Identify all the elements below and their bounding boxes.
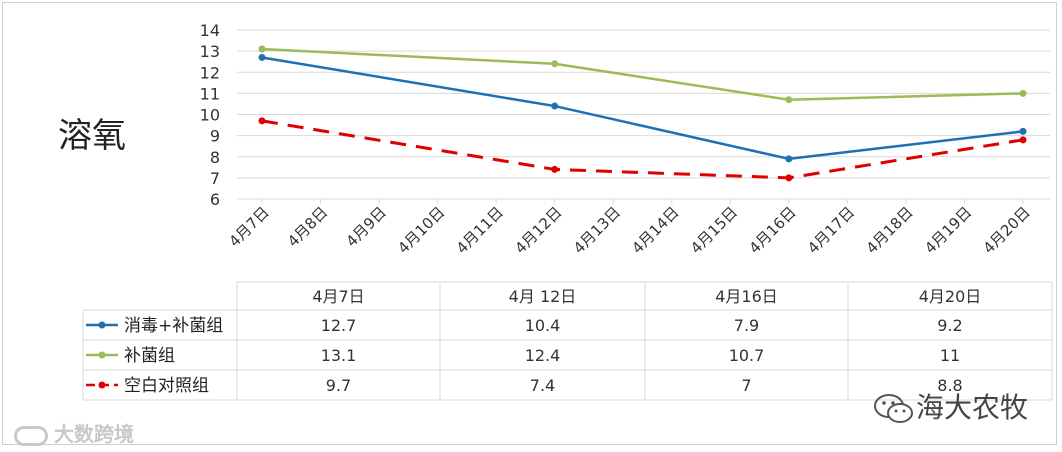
data-point	[785, 96, 793, 104]
x-tick-label: 4月9日	[342, 203, 389, 250]
x-tick-label: 4月7日	[225, 203, 272, 250]
y-tick-label: 13	[200, 42, 220, 61]
data-point	[1019, 89, 1027, 97]
data-point	[1019, 136, 1027, 144]
page-title: 溶氧	[58, 116, 126, 156]
y-tick-label: 6	[210, 190, 220, 209]
y-tick-label: 11	[200, 84, 220, 103]
y-tick-label: 7	[210, 169, 220, 188]
series-line-1	[261, 47, 1024, 101]
y-tick-label: 14	[200, 21, 220, 40]
table-cell: 9.2	[937, 316, 962, 335]
series-line-0	[261, 56, 1024, 161]
legend-key-point	[98, 381, 106, 389]
legend-key-point	[98, 351, 106, 359]
x-tick-label: 4月13日	[570, 203, 624, 257]
y-tick-label: 9	[210, 127, 220, 146]
data-point	[785, 174, 793, 182]
x-tick-label: 4月17日	[804, 203, 858, 257]
x-tick-label: 4月15日	[687, 203, 741, 257]
brand-logo-icon	[14, 425, 48, 446]
data-point	[258, 45, 266, 53]
watermark-left: 大数跨境	[14, 418, 134, 447]
table-cell: 13.1	[321, 346, 357, 365]
legend-label: 消毒+补菌组	[124, 316, 223, 336]
data-point	[785, 155, 793, 163]
table-header: 4月20日	[919, 287, 982, 306]
table-cell: 11	[940, 346, 960, 365]
data-point	[551, 165, 559, 173]
table-cell: 12.7	[321, 316, 357, 335]
x-tick-label: 4月16日	[745, 203, 799, 257]
table-cell: 7	[741, 376, 751, 395]
watermark-right-text: 海大农牧	[916, 391, 1029, 424]
x-tick-label: 4月11日	[453, 203, 507, 257]
y-tick-label: 8	[210, 148, 220, 167]
watermark-right: 海大农牧	[872, 386, 1028, 426]
table-cell: 10.7	[729, 346, 765, 365]
table-header: 4月16日	[715, 287, 778, 306]
data-point	[551, 102, 559, 110]
y-tick-label: 12	[200, 63, 220, 82]
x-tick-label: 4月12日	[511, 203, 565, 257]
data-point	[551, 60, 559, 68]
x-tick-label: 4月8日	[284, 203, 331, 250]
table-cell: 8.8	[937, 376, 962, 395]
series-line-2	[261, 119, 1024, 180]
watermark-left-text: 大数跨境	[54, 422, 134, 446]
table-cell: 12.4	[525, 346, 561, 365]
x-tick-label: 4月19日	[921, 203, 975, 257]
data-point	[258, 53, 266, 61]
data-point	[1019, 127, 1027, 135]
x-tick-label: 4月18日	[863, 203, 917, 257]
wechat-icon	[874, 394, 913, 423]
table-cell: 10.4	[525, 316, 561, 335]
table-cell: 7.9	[734, 316, 759, 335]
legend-key-point	[98, 321, 106, 329]
data-point	[258, 117, 266, 125]
y-tick-label: 10	[200, 106, 220, 125]
chart-frame	[2, 2, 1057, 445]
x-tick-label: 4月14日	[628, 203, 682, 257]
legend-label: 空白对照组	[124, 376, 209, 396]
legend-label: 补菌组	[124, 346, 175, 366]
x-tick-label: 4月20日	[980, 203, 1034, 257]
table-header: 4月7日	[312, 287, 364, 306]
table-header: 4月 12日	[509, 287, 577, 306]
table-cell: 7.4	[530, 376, 555, 395]
x-tick-label: 4月10日	[394, 203, 448, 257]
table-cell: 9.7	[326, 376, 351, 395]
